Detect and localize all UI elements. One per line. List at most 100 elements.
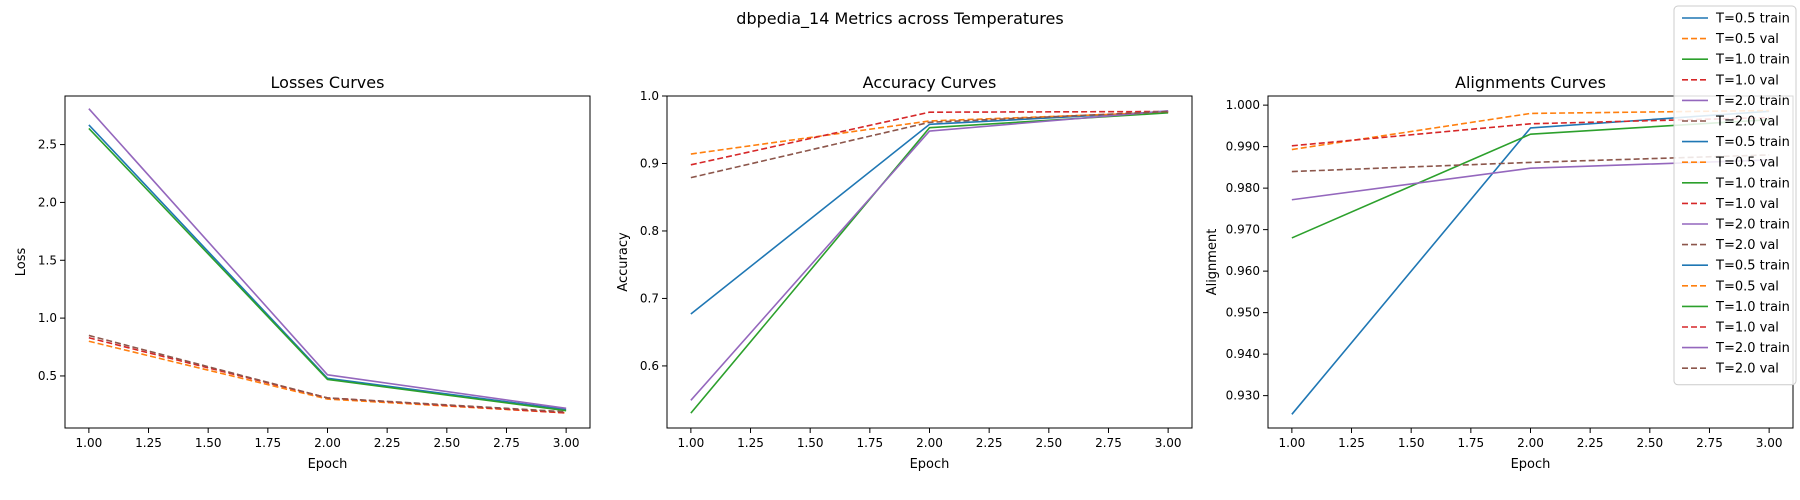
x-tick-label: 2.25 (1577, 436, 1604, 450)
x-tick-label: 2.50 (1035, 436, 1062, 450)
legend-label: T=0.5 train (1715, 259, 1790, 274)
y-tick-label: 0.9 (640, 156, 659, 170)
chart-title: Alignments Curves (1455, 73, 1606, 92)
legend-label: T=1.0 val (1715, 321, 1779, 336)
chart-panel-1: Losses Curves 1.00 1.25 1.50 1.75 2.00 2.25 2.5… (14, 73, 591, 472)
legend-entry: T=0.5 train (1682, 12, 1790, 27)
y-tick-label: 1.5 (38, 253, 57, 267)
legend-label: T=2.0 val (1715, 362, 1779, 377)
legend-entry: T=2.0 train (1682, 94, 1790, 109)
x-tick-label: 2.75 (1696, 436, 1723, 450)
series-line-t-2-0-val (88, 334, 567, 413)
legend-label: T=0.5 train (1715, 12, 1790, 27)
legend-entry: T=2.0 val (1682, 362, 1779, 377)
legend-entry: T=0.5 val (1682, 156, 1779, 171)
legend-label: T=2.0 train (1715, 94, 1790, 109)
y-tick-label: 0.7 (640, 291, 659, 305)
legend-entry: T=2.0 val (1682, 115, 1779, 130)
legend-label: T=2.0 train (1715, 341, 1790, 356)
chart-title: Accuracy Curves (863, 73, 997, 92)
x-tick-label: 1.00 (1279, 436, 1306, 450)
x-axis-label: Epoch (308, 457, 348, 472)
y-tick-label: 1.0 (38, 311, 57, 325)
legend-entry: T=2.0 val (1682, 238, 1779, 253)
x-tick-label: 1.75 (856, 436, 883, 450)
y-tick-label: 2.0 (38, 195, 57, 209)
legend-entry: T=1.0 val (1682, 321, 1779, 336)
x-axis-label: Epoch (910, 457, 950, 472)
series-line-t-2-0-train (88, 108, 567, 410)
x-tick-label: 1.25 (1338, 436, 1365, 450)
y-tick-label: 0.990 (1226, 140, 1260, 154)
series-line-t-0-5-val (690, 111, 1169, 155)
y-tick-label: 0.5 (38, 369, 57, 383)
legend-label: T=1.0 train (1715, 300, 1790, 315)
x-tick-label: 2.25 (374, 436, 401, 450)
x-tick-label: 1.50 (797, 436, 824, 450)
legend-label: T=1.0 val (1715, 73, 1779, 88)
x-tick-label: 1.75 (1457, 436, 1484, 450)
x-tick-label: 2.00 (314, 436, 341, 450)
x-tick-label: 2.00 (1517, 436, 1544, 450)
y-axis-label: Loss (14, 248, 29, 277)
x-axis-label: Epoch (1511, 457, 1551, 472)
series-line-t-2-0-val (690, 110, 1169, 179)
x-tick-label: 2.25 (976, 436, 1003, 450)
x-tick-label: 2.75 (493, 436, 520, 450)
legend-label: T=0.5 val (1715, 156, 1779, 171)
legend-label: T=2.0 val (1715, 115, 1779, 130)
x-tick-label: 2.50 (433, 436, 460, 450)
legend-label: T=0.5 val (1715, 32, 1779, 47)
legend-entry: T=1.0 val (1682, 73, 1779, 88)
x-tick-label: 3.00 (1155, 436, 1182, 450)
y-tick-label: 0.930 (1226, 389, 1260, 403)
legend-entry: T=2.0 train (1682, 218, 1790, 233)
chart-panel-2: Accuracy Curves 1.00 1.25 1.50 1.75 2.00 2.25 2… (616, 73, 1193, 472)
legend-entry: T=1.0 train (1682, 53, 1790, 68)
y-tick-label: 0.980 (1226, 181, 1260, 195)
x-tick-label: 1.50 (195, 436, 222, 450)
x-tick-label: 1.00 (76, 436, 103, 450)
legend-entry: T=0.5 train (1682, 135, 1790, 150)
y-tick-label: 0.960 (1226, 264, 1260, 278)
legend-label: T=1.0 train (1715, 53, 1790, 68)
legend-label: T=1.0 val (1715, 197, 1779, 212)
y-tick-label: 1.000 (1226, 98, 1260, 112)
y-axis-label: Alignment (1205, 229, 1220, 296)
legend-label: T=1.0 train (1715, 176, 1790, 191)
legend-label: T=0.5 train (1715, 135, 1790, 150)
x-tick-label: 3.00 (553, 436, 580, 450)
y-tick-label: 0.950 (1226, 306, 1260, 320)
x-tick-label: 1.50 (1398, 436, 1425, 450)
series-line-t-1-0-val (690, 110, 1169, 166)
x-tick-label: 1.75 (254, 436, 281, 450)
x-tick-label: 2.50 (1636, 436, 1663, 450)
y-tick-label: 1.0 (640, 89, 659, 103)
y-tick-label: 0.8 (640, 224, 659, 238)
legend-entry: T=1.0 train (1682, 300, 1790, 315)
legend-label: T=2.0 val (1715, 238, 1779, 253)
legend-entry: T=0.5 val (1682, 279, 1779, 294)
legend-entry: T=0.5 val (1682, 32, 1779, 47)
y-tick-label: 0.940 (1226, 347, 1260, 361)
x-tick-label: 2.00 (916, 436, 943, 450)
series-line-t-2-0-train (690, 110, 1169, 401)
chart-title: Losses Curves (271, 73, 385, 92)
series-line-t-0-5-val (88, 340, 567, 414)
legend-label: T=2.0 train (1715, 218, 1790, 233)
series-line-t-1-0-train (88, 127, 567, 412)
legend-entry: T=2.0 train (1682, 341, 1790, 356)
x-tick-label: 1.25 (135, 436, 162, 450)
x-tick-label: 3.00 (1756, 436, 1783, 450)
y-tick-label: 2.5 (38, 138, 57, 152)
legend-label: T=0.5 val (1715, 279, 1779, 294)
x-tick-label: 1.25 (737, 436, 764, 450)
legend-entry: T=1.0 train (1682, 176, 1790, 191)
legend: T=0.5 train T=0.5 val T=1.0 train T=1.0 val… (1673, 5, 1797, 386)
legend-entry: T=0.5 train (1682, 259, 1790, 274)
figure-suptitle: dbpedia_14 Metrics across Temperatures (736, 9, 1063, 29)
x-tick-label: 2.75 (1095, 436, 1122, 450)
y-tick-label: 0.6 (640, 359, 659, 373)
